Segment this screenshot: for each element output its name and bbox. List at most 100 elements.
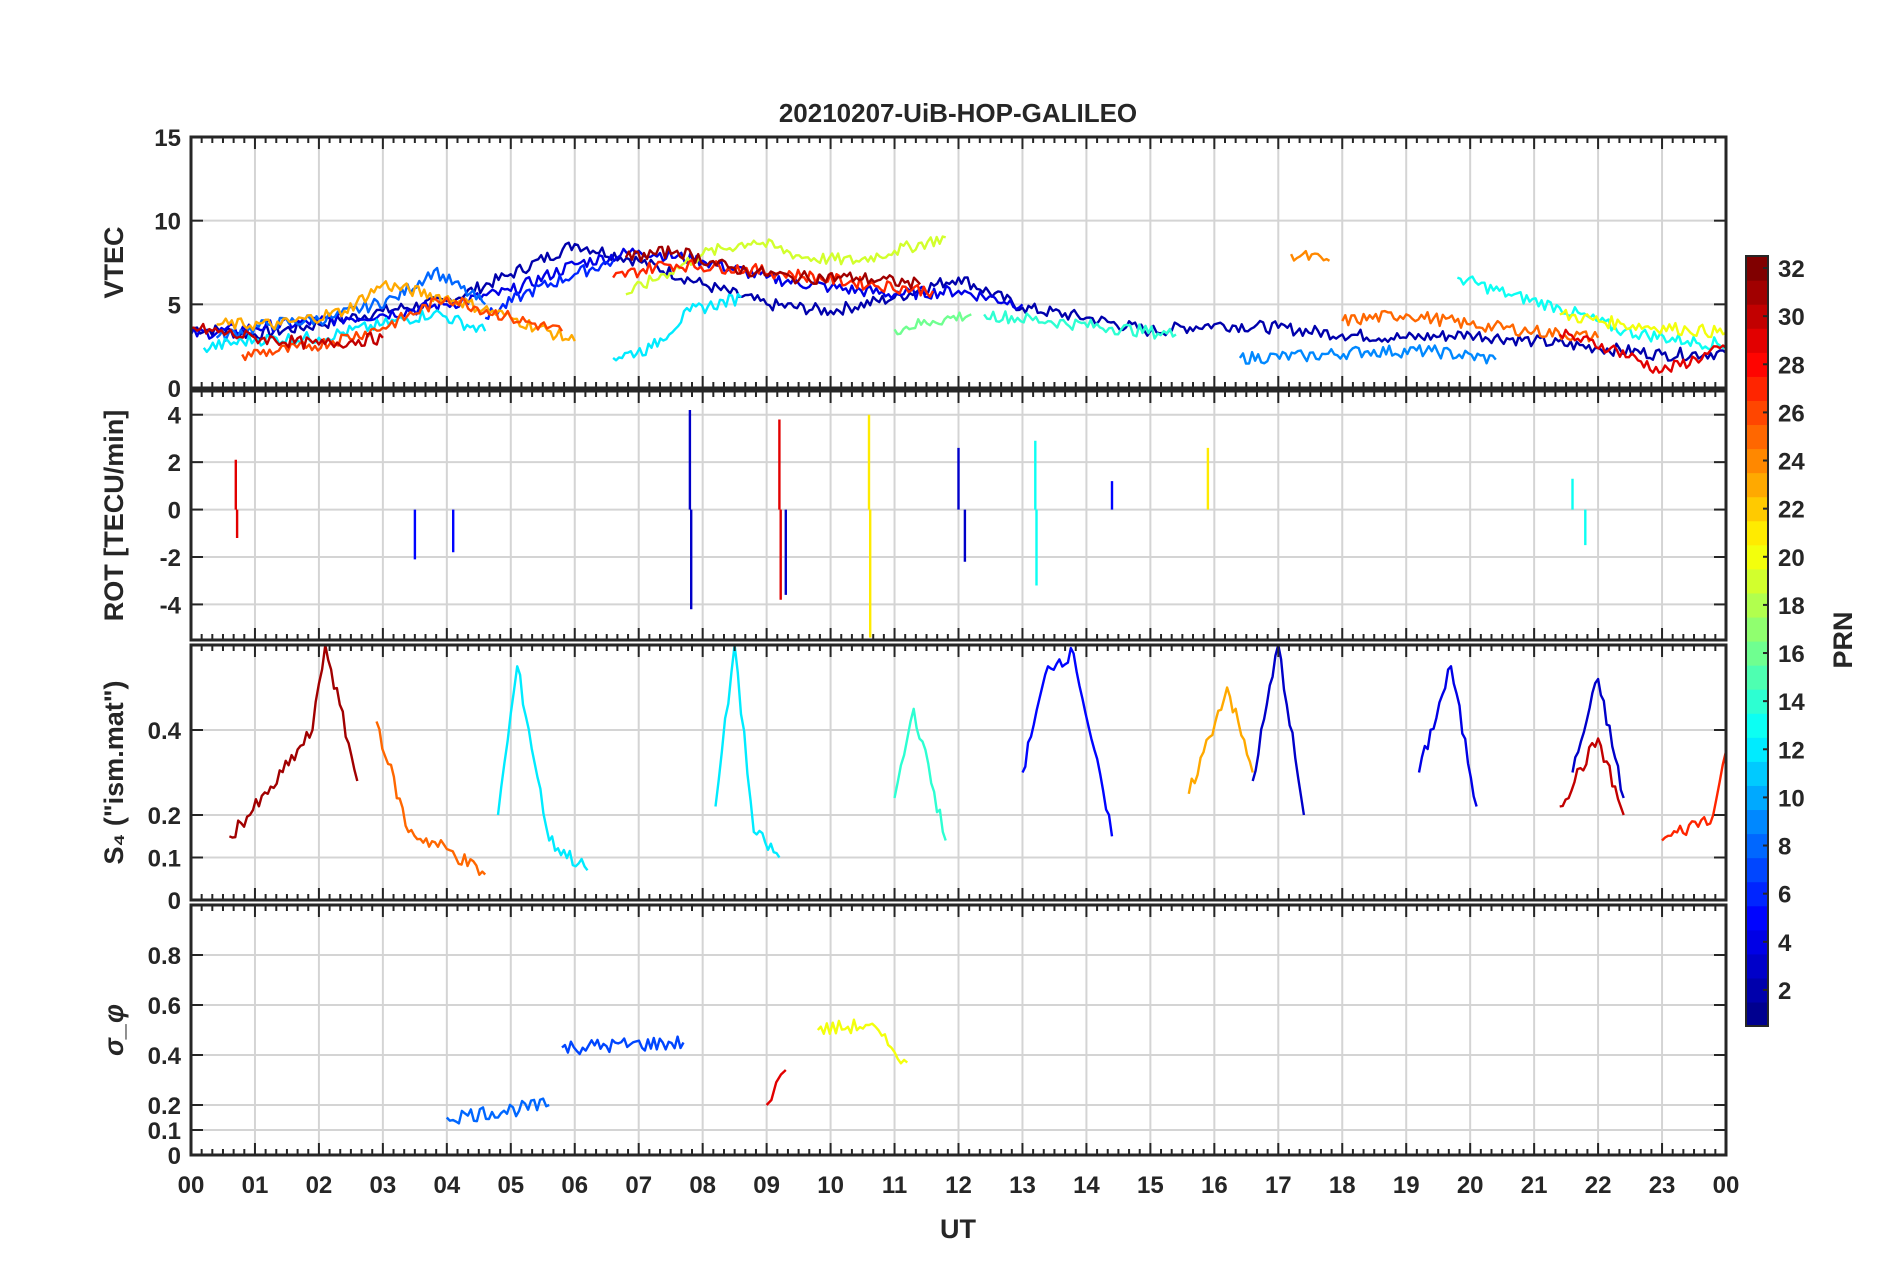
colorbar-band [1746, 520, 1768, 546]
colorbar-band [1746, 544, 1768, 570]
y-tick-label: 0 [168, 498, 181, 525]
colorbar-band [1746, 713, 1768, 738]
y-tick-label: 0 [168, 1143, 181, 1170]
x-tick-labels: 00 01 02 03 04 05 06 07 08 09 10 11 12 13 14 15 16 17 18 19… [178, 1172, 1740, 1199]
colorbar-band [1746, 665, 1768, 690]
x-tick-label: 23 [1649, 1172, 1676, 1199]
y-tick-label: -2 [160, 545, 181, 572]
series-prn-29 [234, 419, 782, 600]
panel-s4: 0 0.1 0.2 0.4 S₄ ("ism.mat") [99, 643, 1728, 915]
x-tick-label: 06 [561, 1172, 588, 1199]
y-tick-label: 0.4 [148, 1043, 182, 1070]
series-prn-30 [1559, 737, 1625, 816]
y-tick-label: -4 [160, 592, 182, 619]
series-prn-24 [1290, 249, 1331, 262]
y-tick-label: 0 [168, 888, 181, 915]
colorbar-band [1746, 592, 1768, 618]
colorbar-band [1746, 977, 1768, 1003]
y-tick-label: 2 [168, 450, 181, 477]
y-axis-label-rot: ROT [TECU/min] [99, 410, 129, 621]
colorbar-band [1746, 809, 1768, 835]
series-prn-5 [413, 481, 1114, 560]
colorbar-band [1746, 881, 1768, 907]
y-tick-label: 0.6 [148, 993, 181, 1020]
series-prn-25 [375, 721, 487, 876]
x-tick-label: 12 [945, 1172, 972, 1199]
y-axis-label-vtec: VTEC [99, 226, 129, 298]
series-prn-3 [688, 410, 967, 610]
x-tick-label: 10 [817, 1172, 844, 1199]
series-prn-12 [714, 645, 781, 859]
series-prn-12 [612, 293, 742, 362]
colorbar-tick-label: 26 [1778, 400, 1805, 427]
series-prn-4 [1417, 665, 1478, 807]
series-prn-20 [1559, 308, 1726, 339]
series-prn-6 [484, 260, 615, 320]
x-tick-label: 17 [1265, 1172, 1292, 1199]
series-prn-3 [1251, 645, 1306, 816]
colorbar-band [1746, 256, 1768, 281]
colorbar-band [1746, 280, 1768, 305]
colorbar-tick-label: 18 [1778, 593, 1805, 620]
x-tick-label: 18 [1329, 1172, 1356, 1199]
colorbar-band [1746, 905, 1768, 931]
colorbar-tick-label: 2 [1778, 978, 1791, 1005]
panel-sigma: 00.10.2 0.4 0.6 0.8 σ_φ [99, 903, 1728, 1170]
colorbar-tick-label: 22 [1778, 497, 1805, 524]
x-tick-label: 00 [178, 1172, 205, 1199]
panel-s4-series [228, 645, 1726, 876]
x-tick-label: 02 [306, 1172, 333, 1199]
series-prn-23 [1187, 686, 1254, 795]
x-tick-label: 07 [625, 1172, 652, 1199]
x-tick-label: 00 [1713, 1172, 1740, 1199]
series-prn-29 [765, 1069, 787, 1106]
x-tick-label: 08 [689, 1172, 716, 1199]
colorbar-tick-label: 28 [1778, 352, 1805, 379]
x-tick-label: 11 [882, 1172, 907, 1199]
y-tick-label: 0 [168, 376, 181, 403]
y-axis-label-s4: S₄ ("ism.mat") [99, 680, 129, 864]
series-prn-23 [216, 280, 576, 342]
y-tick-label: 0.8 [148, 943, 181, 970]
x-tick-label: 09 [753, 1172, 780, 1199]
colorbar-band [1746, 304, 1768, 329]
colorbar-band [1746, 1001, 1768, 1027]
colorbar-band [1746, 376, 1768, 401]
x-tick-label: 05 [497, 1172, 524, 1199]
colorbar-label: PRN [1828, 611, 1858, 668]
series-prn-5 [1021, 646, 1114, 837]
series-prn-2 [191, 241, 1726, 362]
colorbar-tick-label: 8 [1778, 834, 1791, 861]
colorbar-tick-label: 24 [1778, 449, 1805, 476]
y-tick-label: 15 [154, 125, 181, 152]
series-prn-16 [893, 311, 972, 336]
series-prn-21 [867, 414, 1210, 638]
y-tick-label: 5 [168, 292, 181, 319]
panel-rot: -4 -2 0 2 4 ROT [TECU/min] [99, 389, 1728, 642]
colorbar-band [1746, 785, 1768, 811]
series-prn-29 [1558, 328, 1726, 374]
colorbar-tick-label: 32 [1778, 256, 1805, 283]
series-prn-27 [612, 258, 934, 298]
colorbar-tick-label: 16 [1778, 641, 1805, 668]
series-prn-27 [1661, 751, 1726, 842]
x-tick-label: 03 [370, 1172, 397, 1199]
colorbar-tick-label: 30 [1778, 304, 1805, 331]
y-tick-label: 10 [154, 209, 181, 236]
x-tick-label: 13 [1009, 1172, 1036, 1199]
colorbar-band [1746, 761, 1768, 786]
colorbar-tick-label: 10 [1778, 785, 1805, 812]
x-tick-label: 16 [1201, 1172, 1228, 1199]
y-tick-label: 0.1 [148, 1118, 181, 1145]
x-tick-label: 22 [1585, 1172, 1612, 1199]
colorbar-tick-label: 12 [1778, 737, 1805, 764]
series-prn-30 [191, 322, 384, 350]
series-prn-12 [496, 665, 589, 872]
colorbar-band [1746, 641, 1768, 666]
series-prn-7 [561, 1035, 685, 1056]
colorbar-band [1746, 424, 1768, 450]
colorbar-frame [1745, 255, 1769, 1027]
colorbar-band [1746, 496, 1768, 522]
